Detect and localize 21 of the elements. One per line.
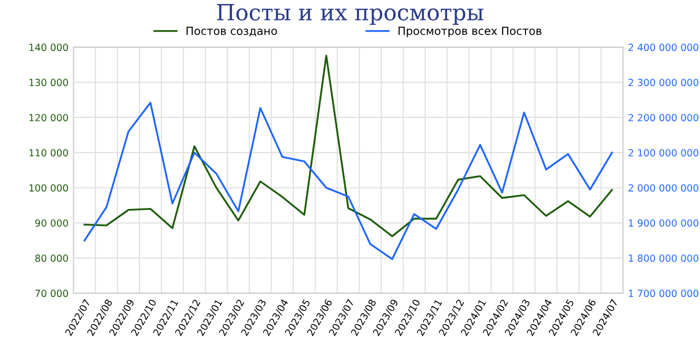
y-tick-label: 70 000 [35, 290, 68, 298]
y2-tick-label: 1 700 000 000 [628, 290, 698, 298]
y-tick-label: 110 000 [30, 149, 68, 156]
y2-tick-label: 1 900 000 000 [628, 219, 698, 227]
y-tick-label: 80 000 [35, 254, 68, 262]
line-series [84, 102, 613, 260]
y2-tick-label: 2 400 000 000 [628, 44, 698, 52]
legend-label: Просмотров всех Постов [398, 26, 542, 38]
y-tick-label: 130 000 [30, 78, 68, 86]
y2-tick-label: 2 000 000 000 [628, 184, 698, 192]
chart-title: Посты и их просмотры [217, 4, 484, 25]
y-tick-label: 120 000 [30, 114, 68, 122]
line-series [84, 54, 613, 238]
y2-tick-label: 2 200 000 000 [628, 114, 698, 122]
y2-tick-label: 2 100 000 000 [628, 149, 698, 156]
y-tick-label: 100 000 [30, 184, 68, 192]
y2-tick-label: 1 800 000 000 [628, 254, 698, 262]
y-tick-label: 90 000 [35, 219, 68, 227]
y-tick-label: 140 000 [30, 44, 68, 52]
y2-tick-label: 2 300 000 000 [628, 78, 698, 86]
legend-label: Постов создано [186, 26, 277, 36]
